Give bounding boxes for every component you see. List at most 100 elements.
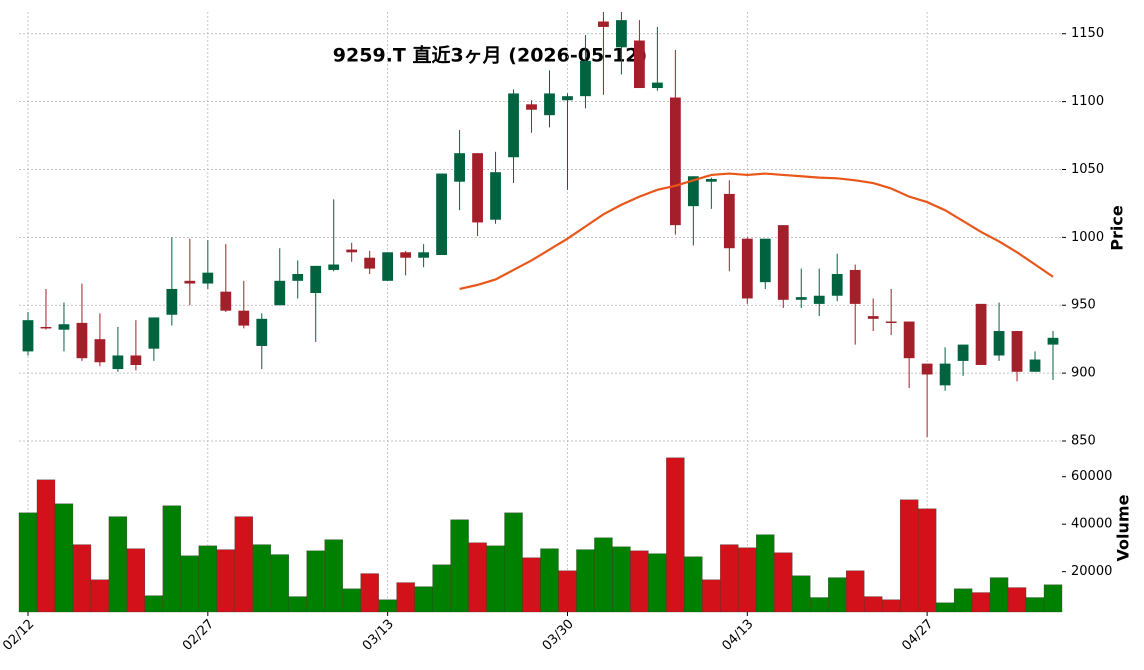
x-tick-label: 04/27 xyxy=(899,617,936,654)
candle-body xyxy=(651,82,663,89)
volume-bar xyxy=(378,599,397,613)
candle-body xyxy=(166,288,178,315)
y-tick-label: 1000 xyxy=(1071,230,1104,245)
volume-bar xyxy=(504,512,523,613)
volume-bar xyxy=(720,544,739,613)
y-tick-label: 1150 xyxy=(1071,26,1104,41)
y-tick-label: 1100 xyxy=(1071,94,1104,109)
candle-body xyxy=(346,249,358,253)
volume-bar xyxy=(630,550,649,613)
volume-bar xyxy=(360,573,379,613)
x-tick-label: 04/13 xyxy=(720,617,757,654)
candle-body xyxy=(22,320,34,352)
volume-bar xyxy=(953,588,973,613)
volume-bar xyxy=(900,499,919,613)
candle-body xyxy=(813,295,825,304)
volume-bar xyxy=(522,557,541,613)
candle-body xyxy=(687,176,699,207)
volume-bar xyxy=(989,577,1009,613)
candle-body xyxy=(364,257,376,269)
candle-body xyxy=(256,318,268,346)
candle-body xyxy=(723,193,735,249)
volume-bar xyxy=(882,599,901,613)
x-tick-label: 02/27 xyxy=(180,617,217,654)
candle-body xyxy=(76,322,88,359)
candle-body xyxy=(184,280,196,284)
volume-tick-label: 20000 xyxy=(1071,564,1112,579)
candle-body xyxy=(238,310,250,326)
volume-bar xyxy=(917,508,937,613)
volume-bar xyxy=(738,547,757,613)
volume-bar xyxy=(396,582,415,613)
volume-bar xyxy=(666,457,685,613)
x-tick-label: 02/12 xyxy=(0,617,37,654)
candle-body xyxy=(490,172,501,220)
volume-bar xyxy=(36,479,56,613)
volume-bar xyxy=(126,548,146,613)
candle-body xyxy=(616,20,627,48)
candle-body xyxy=(418,252,430,258)
candle-body xyxy=(94,339,106,363)
candle-body xyxy=(741,238,753,299)
candle-body xyxy=(867,316,879,319)
volume-bar xyxy=(810,597,829,613)
candle-body xyxy=(400,252,412,258)
candle-body xyxy=(292,274,304,281)
price-axis-label: Price xyxy=(1108,205,1127,251)
moving-average-line xyxy=(459,172,1054,291)
candle-body xyxy=(382,252,394,281)
candle-body xyxy=(580,60,591,97)
volume-bar xyxy=(234,516,253,613)
volume-bar xyxy=(342,588,361,613)
candle-body xyxy=(903,321,915,359)
candle-body xyxy=(1047,337,1059,345)
volume-bar xyxy=(306,550,325,613)
candle-body xyxy=(454,153,465,182)
candle-body xyxy=(939,363,951,386)
volume-bar xyxy=(432,564,451,613)
volume-bar xyxy=(180,555,199,613)
volume-bar xyxy=(935,602,955,613)
y-tick-label: 850 xyxy=(1071,434,1096,449)
volume-bar xyxy=(648,553,667,613)
volume-bar xyxy=(1043,584,1063,613)
candle-body xyxy=(562,96,573,101)
candle-body xyxy=(544,93,555,116)
candle-body xyxy=(975,303,987,365)
candle-body xyxy=(957,344,969,361)
volume-bar xyxy=(612,546,631,613)
volume-bar xyxy=(414,586,433,613)
candle-body xyxy=(705,178,717,182)
volume-bar xyxy=(54,503,74,613)
volume-bar xyxy=(18,512,38,613)
x-tick-label: 03/13 xyxy=(360,617,397,654)
candle-body xyxy=(759,238,771,283)
volume-bar xyxy=(162,505,181,613)
volume-bar xyxy=(971,592,991,613)
volume-bar xyxy=(540,548,559,613)
candle-body xyxy=(526,104,537,110)
candle-body xyxy=(669,97,681,226)
volume-bar xyxy=(144,595,164,613)
volume-bar xyxy=(792,575,811,613)
candle-body xyxy=(328,264,340,270)
volume-bar xyxy=(576,549,595,613)
candle-body xyxy=(1011,331,1023,372)
y-tick-label: 1050 xyxy=(1071,162,1104,177)
candle-body xyxy=(202,272,214,284)
volume-bar xyxy=(216,549,235,613)
candle-body xyxy=(148,317,160,349)
candle-body xyxy=(849,269,861,304)
candle-body xyxy=(634,40,645,89)
volume-tick-label: 60000 xyxy=(1071,469,1112,484)
volume-bar xyxy=(486,545,505,613)
candle-body xyxy=(598,21,609,27)
candle-body xyxy=(40,326,52,329)
y-tick-label: 900 xyxy=(1071,366,1096,381)
volume-bar xyxy=(108,516,128,613)
volume-bar xyxy=(1025,597,1045,613)
candle-body xyxy=(274,280,286,306)
candle-body xyxy=(436,173,447,256)
volume-bar xyxy=(558,570,577,613)
